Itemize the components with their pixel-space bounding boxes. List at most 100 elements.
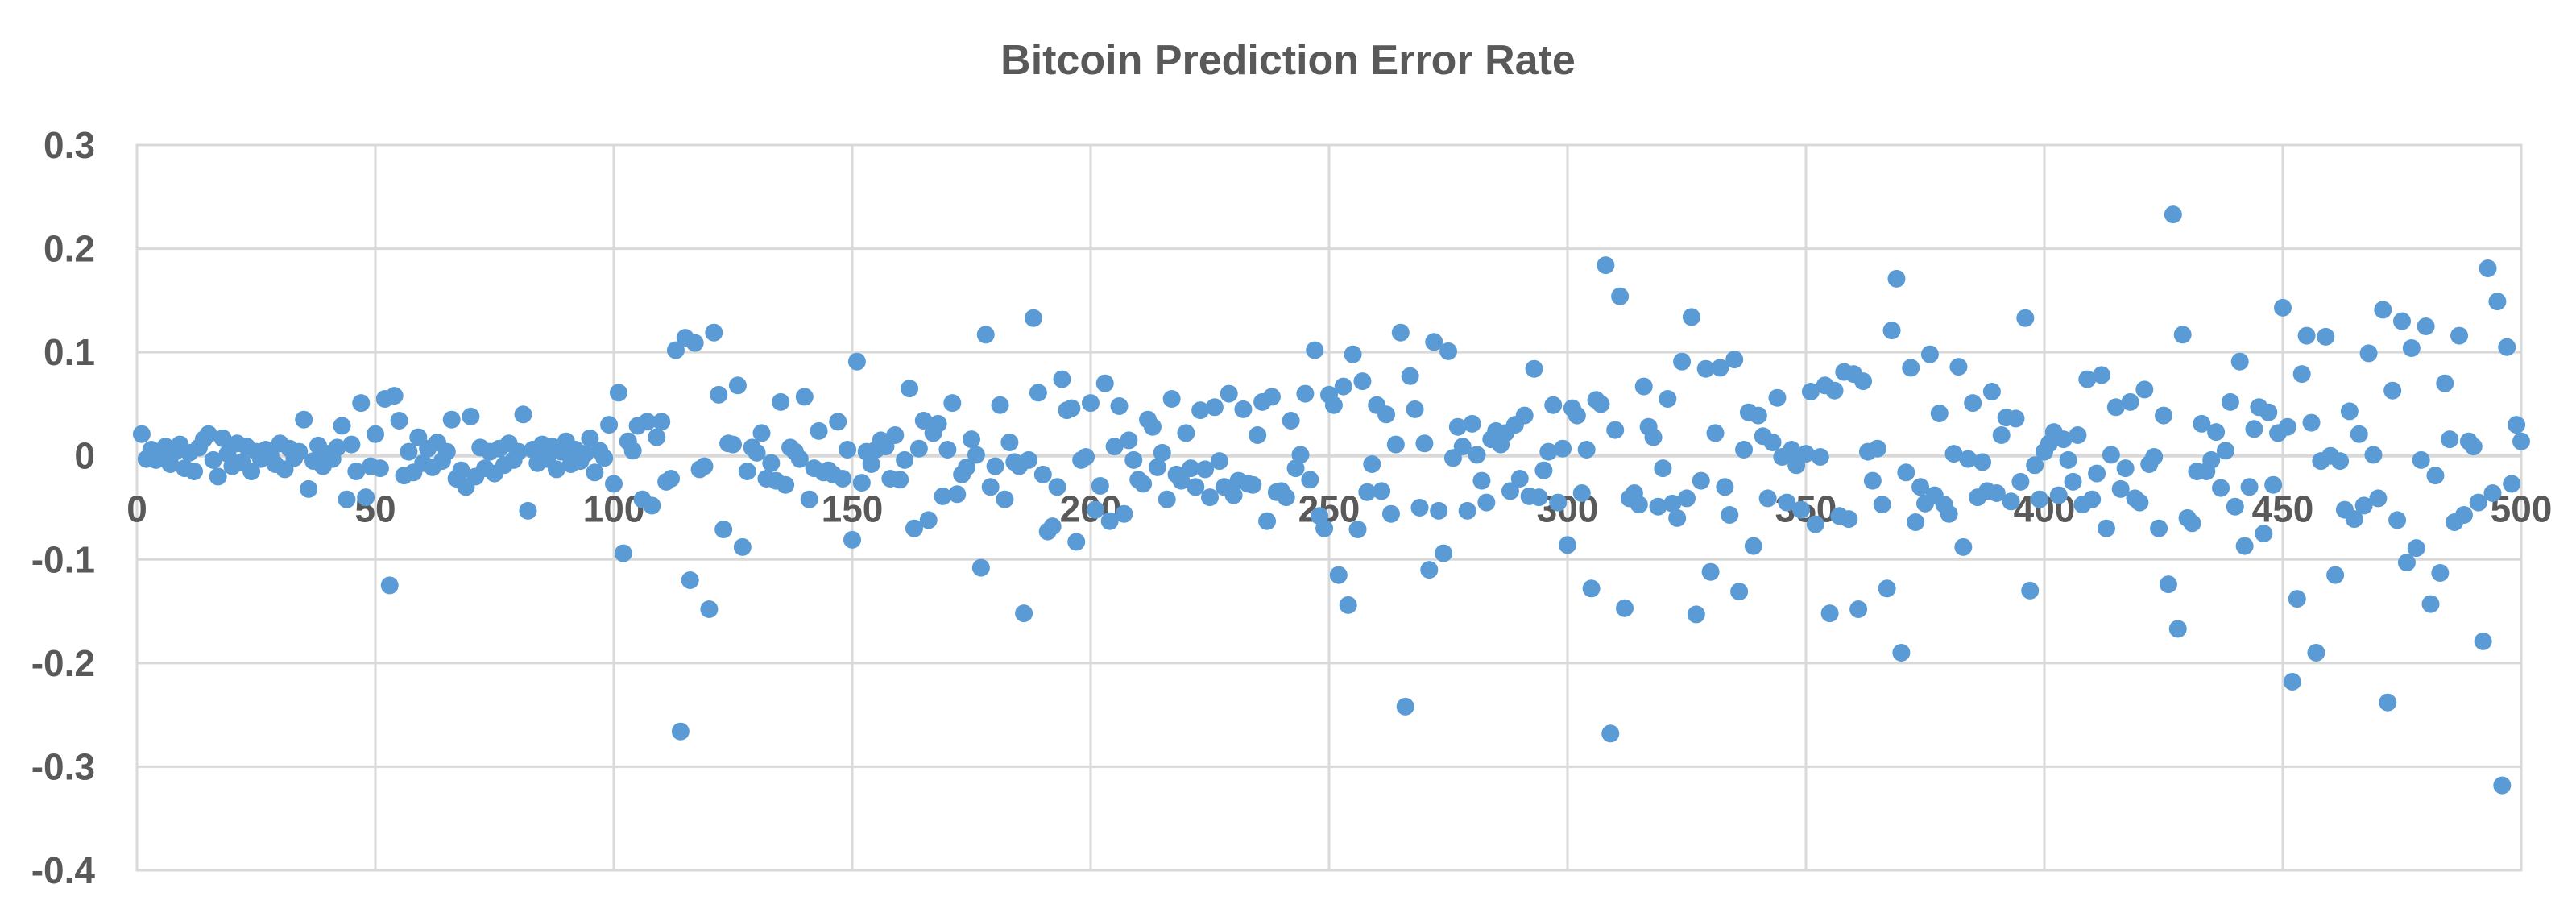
data-point [1687,605,1705,624]
data-point [1029,384,1047,402]
data-point [1973,453,1992,471]
data-point [2193,414,2211,433]
data-point [2002,492,2020,511]
data-point [2150,519,2168,537]
data-point [2121,392,2139,411]
data-point [1616,599,1634,617]
data-point [2317,327,2335,346]
data-point [2011,472,2030,491]
data-point [600,416,619,434]
data-point [2240,478,2259,496]
data-point [605,475,623,493]
data-point [638,413,656,431]
data-point [1706,424,1725,442]
data-point [1306,341,1324,359]
data-point [2111,479,2130,498]
data-point [1716,478,1734,496]
data-point [986,457,1004,475]
data-point [1721,506,1739,524]
data-point [777,475,795,494]
data-point [2093,366,2111,384]
data-point [2488,293,2507,311]
data-point [1768,388,1787,407]
data-point [2307,644,2325,662]
data-point [1015,604,1033,623]
data-point [1530,488,1548,507]
data-point [2216,442,2234,460]
data-point [1725,351,1744,369]
data-point [2059,450,2077,469]
data-point [2331,452,2350,471]
data-point [710,385,728,404]
data-point [1162,390,1181,408]
data-point [2064,472,2082,491]
data-point [347,463,366,480]
data-point [934,487,952,505]
data-point [1296,384,1315,403]
data-point [1453,438,1472,456]
data-point [1115,504,1133,523]
data-point [839,441,857,459]
data-point [1286,459,1305,478]
data-point [2508,416,2526,434]
data-point [442,410,461,429]
data-point [2031,490,2049,508]
data-point [2255,525,2273,543]
data-point [1086,500,1104,519]
data-point [1082,394,1100,413]
data-point [1110,397,1129,415]
y-tick-label: 0.2 [43,228,95,270]
data-point [1902,359,1920,377]
data-point [2412,450,2430,469]
data-point [2264,475,2283,494]
data-point [843,530,861,549]
data-point [352,394,371,413]
data-point [728,376,747,395]
data-point [1439,342,1457,360]
data-point [1597,256,1615,275]
data-point [1177,424,1195,442]
data-point [643,496,661,515]
data-point [2388,511,2407,529]
data-point [2259,403,2278,421]
data-point [2049,486,2068,504]
data-point [1887,269,1906,288]
y-tick-label: 0.1 [43,331,95,373]
data-point [2292,365,2311,384]
data-point [2212,479,2230,497]
data-point [1334,377,1352,396]
data-point [2026,456,2044,475]
data-point [2274,298,2292,317]
data-point [1377,405,1396,424]
data-point [1100,512,1119,530]
data-point [1954,537,1973,556]
data-point [1820,604,1839,623]
data-point [852,474,871,492]
data-point [1172,471,1191,490]
data-point [1668,508,1687,527]
data-point [762,454,781,472]
data-point [209,467,227,486]
data-point [2226,497,2244,516]
data-point [1572,484,1591,502]
data-point [1778,493,1796,512]
data-point [2183,514,2201,533]
data-point [462,407,480,425]
data-point [390,412,408,430]
data-point [829,413,847,431]
data-point [2021,581,2040,600]
data-point [1920,345,1939,363]
data-point [886,426,905,444]
data-point [1749,406,1767,425]
data-point [795,388,814,406]
data-point [2340,402,2359,421]
data-point [586,463,604,482]
data-point [1682,308,1700,326]
data-point [2369,489,2388,508]
data-point [2474,632,2492,650]
data-point [685,334,704,352]
data-point [2007,409,2025,428]
data-point [1448,417,1467,436]
data-point [2431,564,2450,582]
